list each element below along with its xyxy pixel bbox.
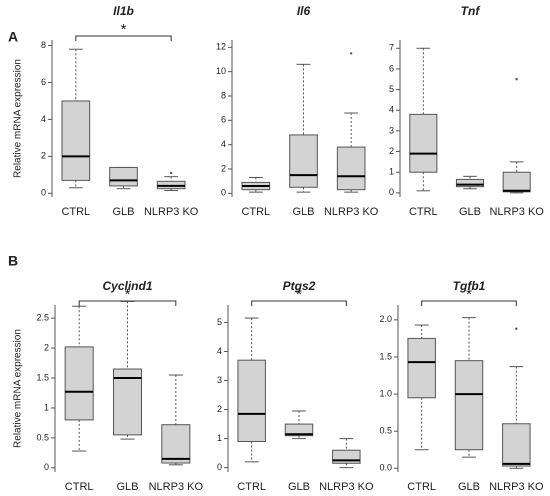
y-tick-label: 6	[389, 63, 394, 73]
y-tick-label: 0	[44, 462, 49, 472]
box	[409, 113, 438, 173]
x-tick-label: GLB	[116, 481, 138, 493]
x-tick-label: GLB	[112, 206, 134, 218]
y-tick-label: 1	[217, 433, 222, 443]
significance-bracket	[78, 300, 177, 306]
y-tick-label: 0	[41, 188, 46, 198]
y-tick-label: 1	[44, 402, 49, 412]
y-tick-label: 1.5	[379, 351, 392, 361]
chart-title: Tnf	[461, 4, 481, 18]
box	[336, 146, 366, 191]
chart-title: Cyclind1	[102, 279, 152, 293]
significance-bracket	[421, 300, 517, 306]
y-tick-label: 0	[389, 187, 394, 197]
significance-label: *	[121, 21, 127, 38]
y-tick-label: 0.0	[379, 463, 392, 473]
y-tick-label: 0	[221, 188, 226, 198]
y-tick-label: 2	[217, 404, 222, 414]
y-tick-label: 2	[41, 151, 46, 161]
x-tick-label: NLRP3 KO	[324, 206, 379, 218]
y-tick-label: 6	[221, 115, 226, 125]
box	[109, 166, 138, 187]
y-tick-label: 2	[44, 342, 49, 352]
y-tick-label: 2.5	[36, 313, 49, 323]
x-tick-label: GLB	[459, 206, 481, 218]
x-tick-label: GLB	[458, 481, 480, 493]
chart-title: Il6	[297, 4, 311, 18]
panel-label: A	[8, 29, 18, 45]
x-tick-label: CTRL	[237, 481, 266, 493]
x-tick-label: CTRL	[409, 206, 438, 218]
x-tick-label: NLRP3 KO	[489, 481, 544, 493]
chart-title: Ptgs2	[283, 279, 316, 293]
y-tick-label: 1.5	[36, 372, 49, 382]
outlier	[169, 171, 173, 175]
box	[502, 171, 531, 193]
y-tick-label: 1.0	[379, 388, 392, 398]
y-tick-label: 3	[217, 375, 222, 385]
significance-bracket	[75, 35, 172, 41]
y-tick-label: 0.5	[36, 432, 49, 442]
y-axis-label: Relative mRNA expression	[13, 59, 24, 178]
chart-title: Tgfb1	[453, 279, 486, 293]
y-tick-label: 0.5	[379, 426, 392, 436]
y-tick-label: 3	[389, 125, 394, 135]
significance-label: *	[296, 286, 302, 303]
box	[64, 346, 94, 421]
panel-label: B	[8, 253, 18, 269]
y-tick-label: 6	[41, 77, 46, 87]
x-tick-label: NLRP3 KO	[319, 481, 374, 493]
box	[237, 359, 266, 443]
box	[407, 337, 436, 399]
x-tick-label: CTRL	[241, 206, 270, 218]
y-tick-label: 4	[41, 114, 46, 124]
outlier	[515, 327, 518, 330]
box	[289, 134, 318, 188]
x-tick-label: GLB	[288, 481, 310, 493]
y-tick-label: 4	[221, 139, 226, 149]
x-tick-label: NLRP3 KO	[149, 481, 204, 493]
y-tick-label: 12	[216, 42, 226, 52]
box	[455, 178, 485, 188]
y-tick-label: 4	[389, 105, 394, 115]
box	[161, 424, 191, 464]
y-tick-label: 2	[389, 146, 394, 156]
significance-label: *	[125, 286, 131, 303]
x-tick-label: NLRP3 KO	[144, 206, 199, 218]
y-tick-label: 0	[217, 462, 222, 472]
x-tick-label: CTRL	[65, 481, 94, 493]
y-tick-label: 5	[217, 317, 222, 327]
box	[284, 423, 314, 437]
x-tick-label: GLB	[292, 206, 314, 218]
y-tick-label: 1	[389, 167, 394, 177]
box	[112, 368, 143, 436]
y-tick-label: 2.0	[379, 314, 392, 324]
y-tick-label: 8	[221, 90, 226, 100]
y-tick-label: 4	[217, 346, 222, 356]
y-tick-label: 5	[389, 84, 394, 94]
outlier	[515, 78, 518, 81]
y-tick-label: 8	[41, 40, 46, 50]
x-tick-label: CTRL	[407, 481, 436, 493]
y-tick-label: 7	[389, 43, 394, 53]
y-tick-label: 2	[221, 163, 226, 173]
x-tick-label: CTRL	[61, 206, 90, 218]
significance-label: *	[466, 286, 472, 303]
x-tick-label: NLRP3 KO	[489, 206, 544, 218]
y-axis-label: Relative mRNA expression	[13, 329, 24, 448]
box	[61, 100, 91, 181]
chart-title: Il1b	[113, 4, 134, 18]
box	[502, 423, 531, 467]
box	[454, 360, 484, 451]
y-tick-label: 10	[216, 66, 226, 76]
outlier	[349, 52, 353, 55]
significance-bracket	[251, 300, 347, 306]
